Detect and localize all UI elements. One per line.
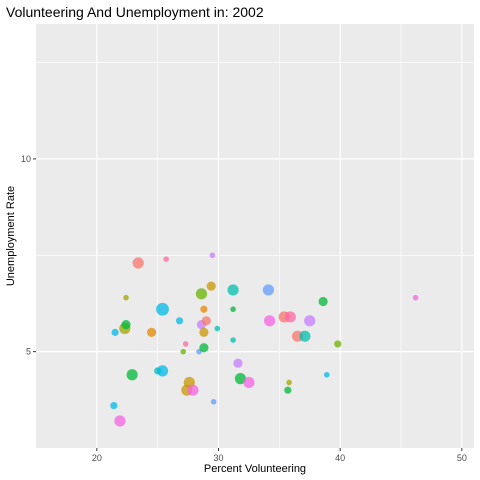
data-point [201,316,211,326]
data-point [156,365,169,377]
data-point [200,305,208,313]
data-point [180,348,187,355]
data-point [262,284,274,296]
data-point [304,315,316,327]
chart-title: Volunteering And Unemployment in: 2002 [6,4,264,20]
data-point [206,281,216,291]
data-point [121,320,131,330]
data-point [286,379,292,386]
data-point [156,302,169,316]
data-point [284,311,296,323]
y-axis-title: Unemployment Rate [5,186,17,286]
x-tick-label: 20 [92,453,102,463]
data-point [195,288,208,300]
data-point [110,402,118,410]
data-point [123,294,129,301]
data-point [412,294,419,301]
data-point [284,386,292,394]
data-point [114,415,126,427]
axis-ticks [33,158,463,451]
y-tick-label: 10 [21,154,31,164]
data-points [110,252,419,427]
grid-major [36,24,474,448]
x-tick-label: 30 [213,453,223,463]
data-point [199,327,209,337]
data-point [209,252,216,259]
data-point [233,358,243,368]
plot-panel [36,24,474,448]
x-tick-labels: 20 30 40 50 [92,453,467,463]
data-point [299,330,311,342]
data-point [132,257,144,269]
y-tick-label: 5 [26,347,31,357]
data-point [264,315,276,327]
data-point [334,340,342,348]
data-point [199,343,209,353]
data-point [111,328,119,336]
data-point [227,284,239,296]
data-point [230,306,236,313]
x-tick-label: 50 [457,453,467,463]
data-point [243,376,255,389]
x-tick-label: 40 [335,453,345,463]
grid-minor [36,24,474,448]
data-point [214,325,221,332]
data-point [234,373,246,385]
data-point [126,369,138,381]
data-point [323,371,330,378]
x-axis-title: Percent Volunteering [204,463,306,475]
data-point [163,256,169,262]
data-point [318,296,328,307]
data-point [210,398,217,405]
data-point [175,317,184,325]
data-point [182,341,189,347]
y-tick-labels: 5 10 [21,154,31,357]
data-point [187,384,199,396]
data-point [146,327,157,337]
data-point [230,337,236,343]
